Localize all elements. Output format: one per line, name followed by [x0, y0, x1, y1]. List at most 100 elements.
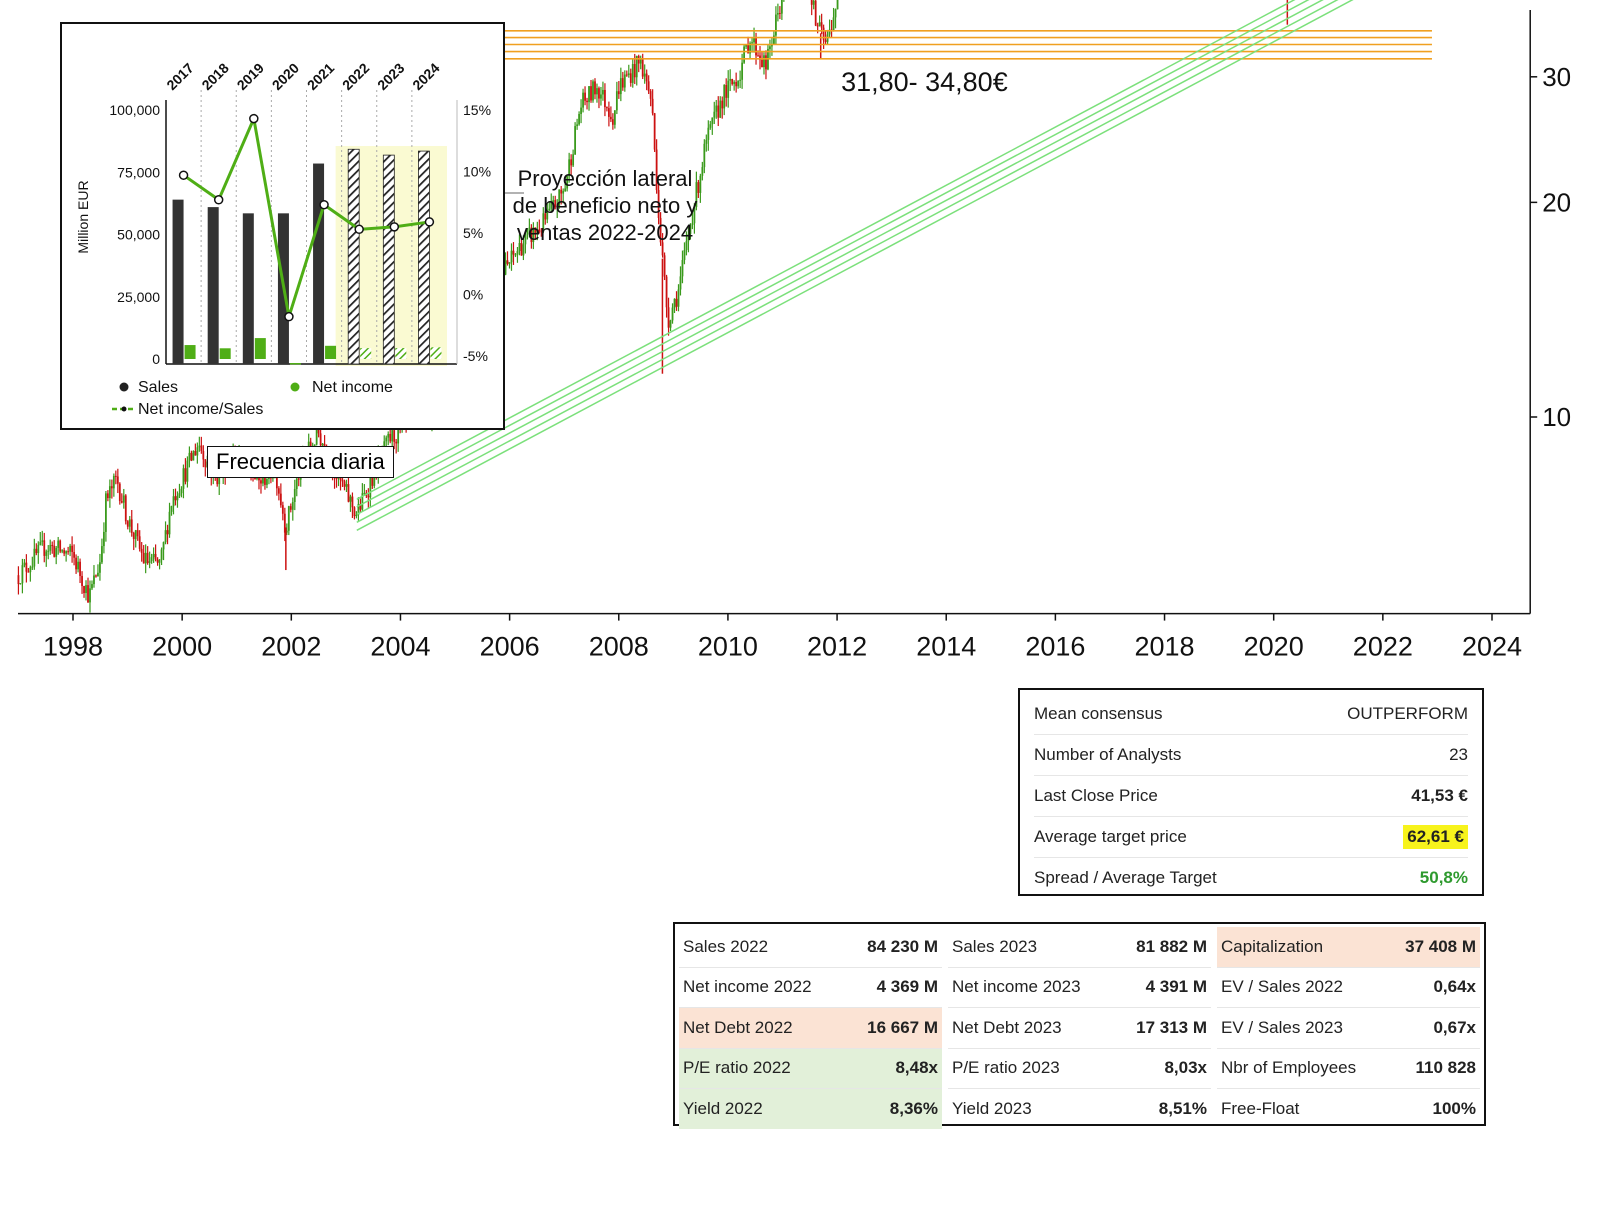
fund-row: Sales 2023 81 882 M	[948, 927, 1211, 968]
fund-value: 8,48x	[895, 1058, 938, 1078]
price-candle-body	[162, 542, 165, 550]
inset-left-tick-label: 75,000	[117, 164, 160, 180]
price-candle-body	[194, 450, 197, 456]
price-candle-body	[604, 89, 606, 108]
price-candle-body	[780, 0, 783, 14]
price-candle-body	[128, 519, 131, 527]
fund-label: Yield 2023	[952, 1098, 1032, 1118]
price-candle-body	[504, 260, 507, 275]
price-candle-body	[524, 234, 527, 245]
price-candle-body	[174, 496, 177, 501]
price-candle-body	[574, 126, 577, 155]
support-trendline	[356, 0, 1296, 501]
price-candle-body	[200, 445, 203, 451]
price-candle-body	[27, 571, 30, 573]
chart-axes: 1020305060708090199820002002200420062008…	[18, 10, 1571, 662]
price-candle-body	[723, 85, 726, 109]
support-trendline	[356, 0, 1354, 531]
price-candle-body	[737, 80, 740, 87]
price-candle-body	[363, 492, 366, 494]
price-candle-body	[506, 260, 509, 264]
price-candle-body	[778, 12, 781, 14]
price-candle-body	[118, 483, 121, 502]
price-candle-body	[55, 547, 58, 557]
price-candle-body	[176, 495, 179, 501]
y-axis-tick-label: 10	[1542, 402, 1571, 432]
fund-value: 8,36%	[889, 1098, 938, 1118]
price-candle-body	[623, 74, 626, 88]
price-candle-body	[79, 561, 81, 576]
price-candle-body	[824, 40, 827, 42]
fund-row: Yield 2022 8,36%	[679, 1089, 942, 1129]
price-candle-body	[168, 511, 171, 535]
price-candle-body	[369, 477, 372, 498]
fund-row: Nbr of Employees 110 828	[1217, 1049, 1480, 1089]
price-candle-body	[166, 530, 169, 535]
x-axis-tick-label: 2018	[1134, 632, 1194, 662]
price-candle-body	[172, 496, 175, 507]
price-candle-body	[106, 493, 109, 499]
price-candle-body	[751, 42, 753, 44]
price-candle-body	[150, 557, 153, 562]
price-candle-body	[192, 450, 195, 461]
price-candle-body	[544, 213, 547, 220]
price-candle-body	[582, 92, 584, 108]
price-candle-body	[57, 540, 60, 548]
price-candle-body	[596, 88, 598, 95]
margin-point	[389, 222, 400, 232]
chart-overlays: 31,80- 34,80€70€53,4€	[356, 0, 1432, 531]
price-candle-body	[19, 583, 22, 585]
price-candle-body	[747, 44, 749, 54]
price-candle-body	[353, 507, 356, 517]
consensus-row: Number of Analysts 23	[1034, 735, 1468, 776]
price-candle-body	[335, 478, 338, 480]
fund-value: 0,64x	[1433, 977, 1476, 997]
price-candle-body	[37, 544, 40, 554]
inset-left-tick-label: 25,000	[117, 289, 160, 305]
price-candle-body	[387, 433, 390, 438]
price-candle-body	[91, 584, 93, 589]
price-candle-body	[765, 55, 767, 70]
inset-right-tick-label: 10%	[463, 164, 491, 180]
fund-label: Net income 2022	[683, 977, 812, 997]
price-candle-body	[182, 468, 185, 489]
price-candle-body	[606, 107, 608, 109]
price-candle-body	[570, 159, 573, 166]
consensus-label: Number of Analysts	[1034, 745, 1182, 764]
price-candle-body	[749, 43, 751, 54]
fund-row: Yield 2023 8,51%	[948, 1089, 1211, 1129]
fund-value: 4 391 M	[1145, 977, 1207, 997]
price-candle-body	[655, 149, 658, 191]
price-candle-body	[727, 80, 730, 98]
price-candle-body	[836, 0, 839, 10]
price-candle-body	[198, 445, 201, 448]
price-candle-body	[341, 479, 344, 482]
price-candle-body	[647, 81, 650, 92]
fund-value: 37 408 M	[1405, 936, 1476, 956]
price-candle-body	[516, 251, 519, 255]
price-candle-body	[108, 486, 111, 499]
consensus-label: Mean consensus	[1034, 704, 1163, 723]
price-candle-body	[138, 536, 141, 549]
x-axis-tick-label: 2022	[1353, 632, 1413, 662]
consensus-value: 41,53 €	[1411, 786, 1468, 805]
price-candle-body	[73, 551, 75, 558]
price-candle-body	[528, 227, 531, 231]
price-candle-body	[295, 478, 298, 489]
price-candle-body	[757, 55, 759, 57]
price-candle-body	[671, 307, 674, 321]
price-candle-body	[558, 189, 561, 207]
consensus-label: Last Close Price	[1034, 786, 1158, 805]
price-candle-body	[608, 108, 610, 117]
net-income-bar	[360, 348, 372, 359]
price-candle-body	[576, 124, 578, 127]
price-candle-body	[645, 73, 648, 82]
price-candle-body	[629, 73, 632, 83]
price-candle-body	[95, 575, 97, 577]
price-candle-body	[653, 113, 656, 150]
price-candle-body	[635, 55, 638, 78]
price-candle-body	[538, 229, 541, 232]
price-candle-body	[619, 78, 622, 95]
price-candle-body	[540, 231, 543, 233]
price-candle-body	[315, 426, 318, 445]
